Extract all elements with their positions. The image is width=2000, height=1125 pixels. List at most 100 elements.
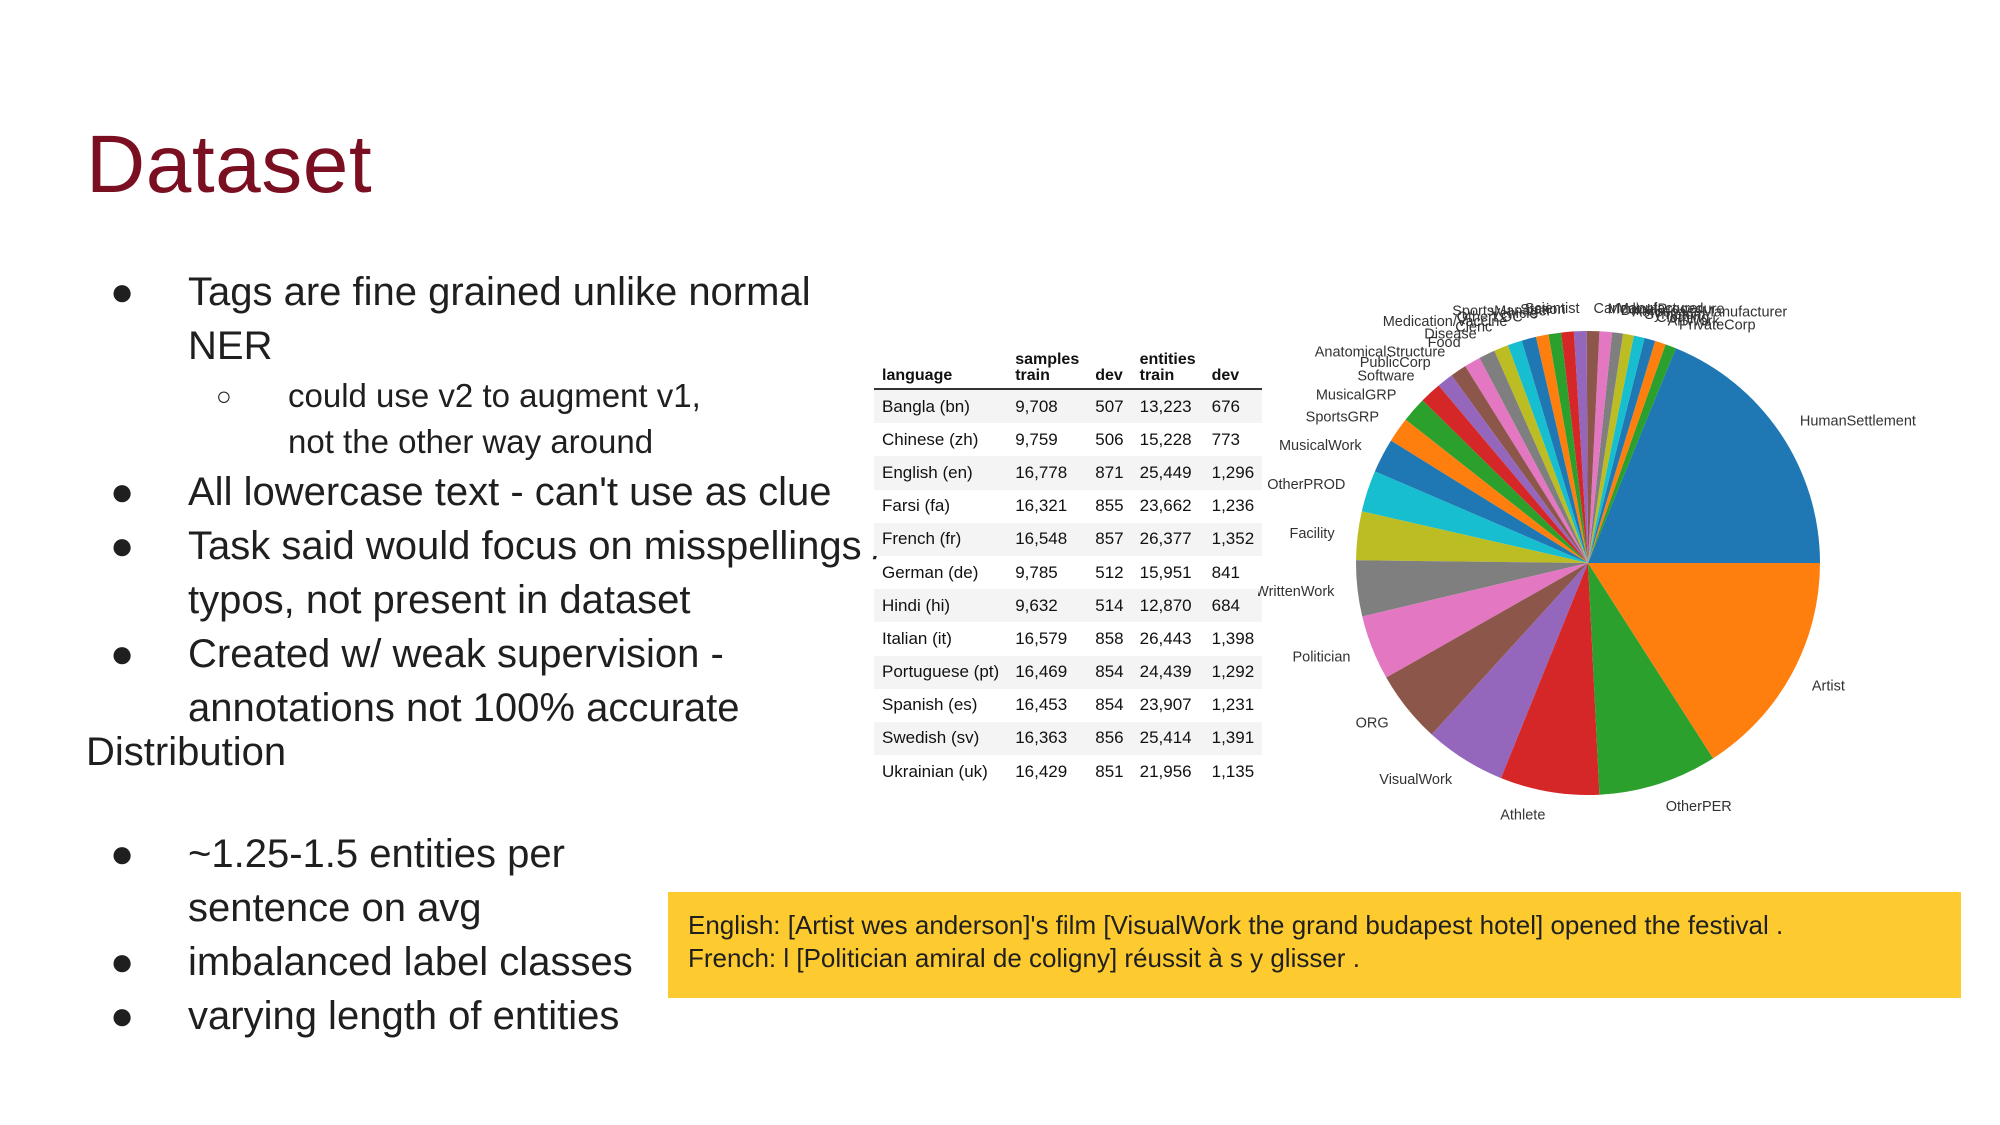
table-cell: Ukrainian (uk): [882, 761, 988, 781]
table-cell: Spanish (es): [882, 695, 978, 715]
table-cell: 841: [1211, 562, 1240, 582]
pie-slice-label: WrittenWork: [1258, 584, 1335, 600]
bullet-dot-icon: ●: [110, 632, 135, 676]
table-cell: 1,296: [1203, 456, 1263, 490]
bullet-text: varying length of entities: [188, 994, 620, 1038]
table-row: Spanish (es) 16,453 854 23,907 1,231: [874, 689, 1262, 722]
table-cell: 16,429: [1015, 761, 1068, 781]
table-cell: 858: [1095, 628, 1124, 648]
pie-slice-label: Clothing: [1656, 310, 1709, 326]
pie-slice: [1405, 400, 1588, 563]
bullet-text: All lowercase text - can't use as clue: [188, 470, 832, 514]
table-header-row: language samples train dev entities train …: [874, 336, 1263, 390]
table-row: Bangla (bn) 9,708 507 13,223 676: [874, 389, 1263, 424]
slide-title: Dataset: [86, 119, 373, 210]
bullet-dot-icon: ●: [110, 470, 135, 514]
entity-distribution-pie-chart: HumanSettlement PrivateCorp ArtWork Clothin…: [1258, 300, 2000, 840]
table-cell: 25,449: [1131, 456, 1204, 490]
table-cell: 1,292: [1203, 655, 1263, 689]
table-row: German (de) 9,785 512 15,951 841: [874, 556, 1262, 589]
pie-slice-label: MusicalGRP: [1316, 388, 1397, 404]
table-cell: 16,453: [1015, 695, 1068, 715]
sub-bullet-circle-icon: ○: [216, 381, 232, 411]
pie-slice-label: ArtWork: [1668, 314, 1721, 330]
table-cell: 773: [1211, 429, 1240, 449]
column-header-entities-train: entities train: [1131, 336, 1204, 390]
main-bullet-list: ● Tags are fine grained unlike normal NE…: [110, 265, 890, 735]
table-cell: 9,708: [1007, 389, 1088, 424]
pie-slice-label: VisualWork: [1379, 772, 1453, 788]
pie-slice: [1507, 340, 1588, 563]
pie-chart-svg: HumanSettlement PrivateCorpArtWorkClothin…: [1258, 301, 1916, 824]
table-cell: 16,548: [1007, 522, 1088, 556]
table-row: Farsi (fa) 16,321 855 23,662 1,236: [874, 490, 1262, 523]
pie-slice-label: AerospaceManufacturer: [1633, 305, 1788, 321]
pie-slice-label: Food: [1428, 335, 1461, 351]
table-cell: 21,956: [1139, 761, 1192, 781]
pie-slice-label: Athlete: [1500, 808, 1545, 824]
pie-slice: [1386, 563, 1588, 735]
table-row: Ukrainian (uk) 16,429 851 21,956 1,135: [874, 755, 1262, 788]
table-cell: 16,778: [1007, 456, 1088, 490]
table-row: Swedish (sv) 16,363 856 25,414 1,391: [874, 721, 1263, 756]
pie-slice-label: Facility: [1289, 526, 1335, 542]
table-cell: 871: [1087, 456, 1132, 490]
pie-slice-label: Politician: [1292, 649, 1350, 665]
bullet-item: ● Created w/ weak supervision - annotati…: [110, 627, 890, 735]
pie-slice-label: HumanSettlement: [1800, 414, 1916, 430]
bullet-text: Created w/ weak supervision - annotation…: [188, 632, 740, 730]
table-cell: 16,321: [1015, 496, 1068, 516]
table-row: French (fr) 16,548 857 26,377 1,352: [874, 522, 1263, 556]
pie-slice: [1588, 340, 1666, 563]
pie-slice: [1588, 563, 1714, 795]
table-cell: 23,662: [1139, 496, 1192, 516]
column-header-samples-train: samples train: [1007, 336, 1088, 390]
example-line-french: French: l [Politician amiral de coligny]…: [688, 943, 1360, 973]
pie-slice: [1438, 375, 1588, 563]
pie-slice-label: OtherPER: [1666, 799, 1732, 815]
pie-slice: [1356, 511, 1588, 563]
pie-slice-label: Cleric: [1455, 319, 1492, 335]
pie-slice-label: Drink: [1621, 303, 1656, 319]
pie-slice-label: Disease: [1424, 326, 1476, 342]
pie-slice-label: Station: [1520, 302, 1565, 318]
pie-slice: [1362, 563, 1588, 678]
table-cell: 856: [1087, 721, 1132, 756]
pie-slice: [1573, 331, 1588, 563]
bullet-dot-icon: ●: [110, 940, 135, 984]
sub-bullet-line: could use v2 to augment v1,: [288, 377, 701, 414]
dataset-stats-table: language samples train dev entities train …: [874, 336, 1263, 788]
table-cell: 506: [1095, 429, 1124, 449]
pie-slice-label: Scientist: [1525, 301, 1580, 317]
table-row: Italian (it) 16,579 858 26,443 1,398: [874, 622, 1262, 655]
table-cell: 514: [1087, 589, 1132, 623]
table-cell: 1,135: [1211, 761, 1255, 781]
table-cell: 16,363: [1007, 721, 1088, 756]
pie-slice: [1374, 440, 1588, 563]
table-cell: 16,469: [1007, 655, 1088, 689]
pie-slice: [1588, 335, 1645, 563]
pie-slice-label: Medication/Vaccine: [1383, 314, 1508, 330]
pie-slice: [1588, 348, 1820, 563]
bullet-item: ● Task said would focus on misspellings …: [110, 519, 890, 627]
pie-slice: [1501, 563, 1600, 796]
pie-slice: [1431, 563, 1588, 779]
table-cell: 684: [1203, 589, 1263, 623]
table-cell: 9,785: [1015, 562, 1058, 582]
example-annotations-box: English: [Artist wes anderson]'s film [V…: [668, 892, 1961, 998]
table-cell: 26,443: [1139, 628, 1192, 648]
column-header-language: language: [874, 336, 1008, 390]
table-cell: 507: [1087, 389, 1132, 424]
bullet-text: Task said would focus on misspellings / …: [188, 524, 884, 622]
pie-slice: [1588, 344, 1676, 563]
bullet-dot-icon: ●: [110, 524, 135, 568]
pie-slice: [1548, 332, 1588, 563]
table-cell: Italian (it): [882, 628, 952, 648]
pie-slice: [1356, 560, 1588, 617]
pie-slice: [1451, 366, 1588, 563]
table-cell: 24,439: [1131, 655, 1204, 689]
pie-slice-label: OtherPROD: [1267, 477, 1345, 493]
pie-slice-label: MedicalProcedure: [1608, 302, 1725, 318]
pie-slice: [1561, 331, 1588, 563]
pie-slice-label: OtherLOC: [1457, 309, 1523, 325]
